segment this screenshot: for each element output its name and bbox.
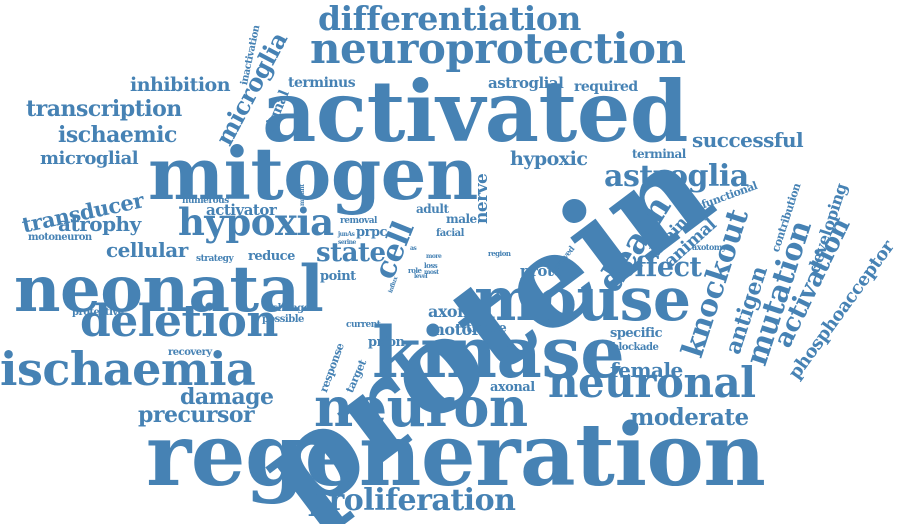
word-more: more bbox=[426, 253, 442, 260]
word-damage: damage bbox=[180, 384, 274, 410]
word-point: point bbox=[320, 269, 356, 284]
word-adult: adult bbox=[416, 202, 449, 216]
word-deletion: deletion bbox=[80, 296, 278, 347]
word-possible: possible bbox=[262, 314, 304, 325]
word-astroglial: astroglial bbox=[488, 74, 564, 92]
word-activator: activator bbox=[206, 201, 277, 219]
word-kinase: kinase bbox=[372, 311, 625, 394]
word-hypoxia: hypoxia bbox=[178, 200, 334, 244]
word-effect: effect bbox=[618, 252, 702, 283]
word-role: role bbox=[408, 266, 422, 275]
word-male: male bbox=[446, 212, 477, 226]
word-moderate: moderate bbox=[630, 404, 749, 431]
word-state: state bbox=[316, 238, 386, 268]
word-loss: loss bbox=[424, 261, 438, 270]
word-neuroprotection: neuroprotection bbox=[310, 24, 686, 73]
word-activated: activated bbox=[262, 62, 689, 161]
word-differentiation: differentiation bbox=[318, 0, 581, 38]
word-numerous: numerous bbox=[182, 196, 229, 206]
word-axon: axon bbox=[428, 302, 469, 321]
word-axotomy: axotomy bbox=[692, 242, 726, 252]
word-removal: removal bbox=[340, 216, 377, 226]
word-neuronal: neuronal bbox=[548, 358, 756, 407]
word-ischaemic: ischaemic bbox=[58, 122, 177, 148]
word-atrophy: atrophy bbox=[58, 212, 141, 236]
word-proto: proto bbox=[520, 262, 563, 280]
word-strategy: strategy bbox=[196, 254, 234, 264]
word-terminal: terminal bbox=[632, 147, 686, 161]
word-regeneration: regeneration bbox=[146, 405, 766, 506]
word-as: as bbox=[410, 245, 417, 252]
word-most: most bbox=[424, 269, 439, 276]
word-specific: specific bbox=[610, 326, 662, 341]
word-facial: facial bbox=[436, 228, 464, 239]
word-ischaemia: ischaemia bbox=[0, 342, 256, 396]
word-current: current bbox=[346, 320, 381, 330]
word-recovery: recovery bbox=[168, 347, 212, 358]
word-mouse: mouse bbox=[474, 265, 691, 335]
word-required: required bbox=[574, 79, 638, 95]
word-reduce: reduce bbox=[248, 249, 295, 264]
word-region: region bbox=[488, 249, 511, 258]
word-axonal: axonal bbox=[490, 380, 535, 395]
word-serine: serine bbox=[338, 239, 356, 246]
word-hypoxic: hypoxic bbox=[510, 148, 588, 170]
word-motoneuron: motoneuron bbox=[28, 232, 92, 243]
word-successful: successful bbox=[692, 128, 804, 152]
word-inhibition: inhibition bbox=[130, 74, 231, 96]
word-blockade: blockade bbox=[612, 342, 659, 353]
word-microglial: microglial bbox=[40, 148, 139, 169]
word-tissue: tissue bbox=[466, 321, 507, 336]
word-terminus: terminus bbox=[288, 75, 356, 91]
word-neuron: neuron bbox=[314, 375, 528, 439]
word-mitogen: mitogen bbox=[148, 131, 478, 216]
word-precursor: precursor bbox=[138, 402, 255, 428]
word-level: level bbox=[414, 273, 428, 280]
word-transcription: transcription bbox=[26, 96, 182, 122]
word-junas: junAs bbox=[338, 231, 355, 238]
word-cellular: cellular bbox=[106, 238, 188, 262]
word-protective: protective bbox=[72, 307, 124, 318]
word-prion: prion bbox=[368, 335, 405, 350]
word-change: change bbox=[272, 303, 310, 314]
word-female: female bbox=[610, 358, 683, 382]
word-astroglia: astroglia bbox=[604, 159, 749, 194]
word-motor: motor bbox=[428, 320, 480, 339]
word-proliferation: proliferation bbox=[308, 483, 516, 518]
word-prpc: prpc bbox=[356, 225, 387, 240]
word-mutant: mutant bbox=[299, 184, 306, 206]
word-neonatal: neonatal bbox=[14, 252, 324, 327]
